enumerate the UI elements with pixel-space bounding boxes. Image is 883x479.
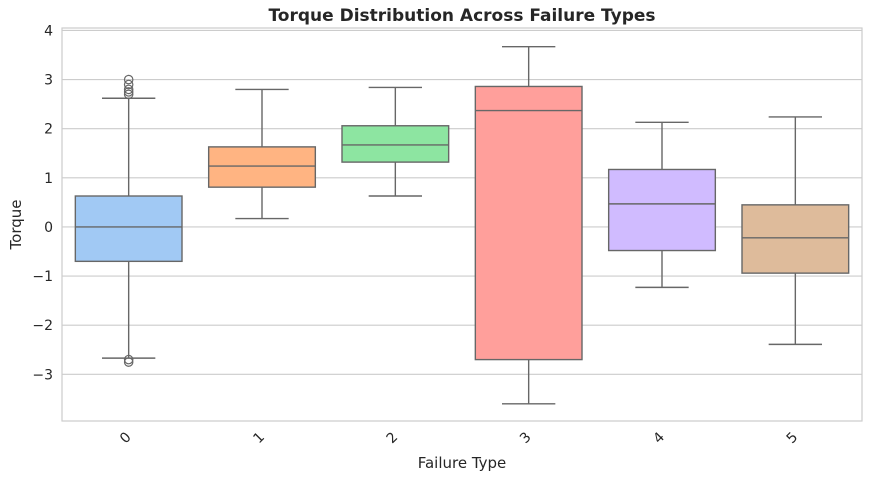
box-category-4: [607, 121, 717, 289]
y-tick-label: 4: [44, 23, 53, 39]
x-tick-label: 4: [650, 429, 668, 447]
outlier-point: [123, 89, 134, 100]
iqr-box: [207, 146, 317, 188]
chart-title: Torque Distribution Across Failure Types: [268, 6, 655, 26]
x-tick-label: 1: [250, 429, 268, 447]
x-axis-label: Failure Type: [418, 454, 507, 472]
box-category-5: [741, 116, 850, 346]
y-tick-label: 0: [44, 220, 53, 236]
x-tick-labels: 0 1 2 3 4 5: [117, 429, 801, 447]
outlier-point: [123, 79, 134, 90]
iqr-box: [607, 168, 717, 252]
y-tick-label: 2: [44, 122, 53, 138]
y-tick-label: 3: [44, 73, 53, 89]
box-category-2: [341, 86, 450, 197]
outlier-point: [123, 354, 134, 365]
iqr-box: [474, 85, 583, 361]
outlier-point: [123, 74, 134, 85]
y-tick-label: −3: [32, 367, 53, 383]
outlier-point: [123, 84, 134, 95]
iqr-box: [341, 125, 450, 163]
box-category-0: [74, 74, 183, 367]
x-tick-label: 0: [117, 429, 135, 447]
x-tick-label: 5: [784, 429, 802, 447]
y-axis-label: Torque: [7, 200, 25, 251]
y-tick-label: −1: [32, 269, 53, 285]
y-tick-labels: −3 −2 −1 0 1 2 3 4: [32, 23, 53, 383]
box-category-1: [207, 88, 317, 220]
y-tick-label: 1: [44, 171, 53, 187]
iqr-box: [741, 204, 850, 274]
x-tick-label: 2: [384, 429, 402, 447]
box-layer: [74, 45, 850, 405]
iqr-box: [74, 195, 183, 263]
y-tick-label: −2: [32, 318, 53, 334]
grid-layer: [62, 29, 862, 375]
box-category-3: [474, 45, 583, 405]
plot-frame: [61, 27, 863, 422]
outlier-point: [123, 87, 134, 97]
outlier-point: [123, 357, 134, 367]
x-tick-label: 3: [517, 429, 535, 447]
